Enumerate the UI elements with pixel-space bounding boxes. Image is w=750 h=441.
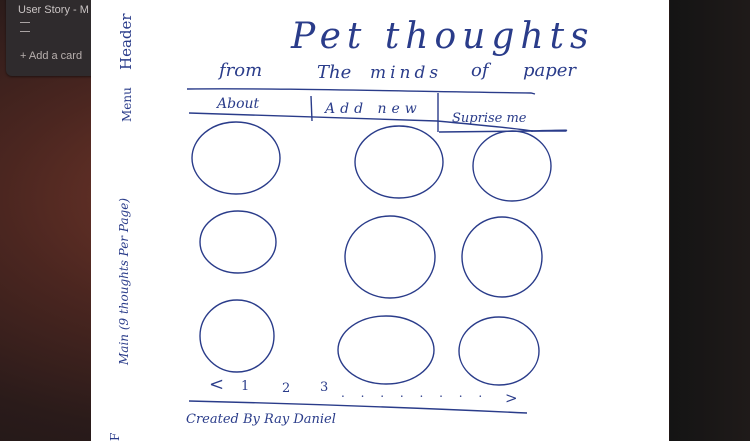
thought-circle bbox=[344, 215, 436, 299]
annotation-footer-mark: F bbox=[108, 433, 122, 441]
thought-circle bbox=[199, 299, 275, 373]
nav-item-surprise-me: Suprise me bbox=[452, 111, 527, 126]
pagination-page: 1 bbox=[241, 379, 249, 394]
pagination-prev: < bbox=[209, 374, 224, 395]
add-card-button[interactable]: + Add a card bbox=[20, 50, 83, 62]
pagination-page: 2 bbox=[282, 381, 290, 396]
pagination-ellipsis: . . . . . . . . bbox=[341, 386, 488, 400]
annotation-main: Main (9 thoughts Per Page) bbox=[117, 198, 131, 366]
annotation-header: Header bbox=[117, 13, 135, 70]
thought-circle bbox=[337, 315, 435, 385]
add-card-label: Add a card bbox=[28, 50, 83, 62]
subtitle-word: The bbox=[317, 62, 351, 83]
thought-circle bbox=[354, 125, 444, 199]
pagination-page: 3 bbox=[320, 380, 328, 395]
footer-divider bbox=[188, 400, 528, 414]
footer-credit: Created By Ray Daniel bbox=[186, 412, 336, 427]
thought-circle bbox=[191, 121, 281, 195]
pagination-next: > bbox=[505, 389, 518, 407]
description-icon bbox=[20, 22, 30, 32]
thought-circle bbox=[199, 210, 277, 274]
nav-bar-sketch bbox=[186, 88, 567, 133]
sketch-title: Pet thoughts bbox=[290, 16, 595, 57]
right-background bbox=[670, 0, 750, 441]
thought-circle bbox=[472, 130, 552, 202]
thought-circle bbox=[458, 316, 540, 386]
thought-grid bbox=[191, 121, 552, 386]
annotation-menu: Menu bbox=[120, 87, 134, 122]
sketch-canvas: Header Menu Main (9 thoughts Per Page) F… bbox=[108, 13, 595, 441]
card-title: User Story - M bbox=[18, 4, 89, 16]
subtitle-word: of bbox=[471, 60, 492, 81]
subtitle-word: minds bbox=[370, 63, 442, 83]
nav-item-about: About bbox=[215, 96, 260, 112]
sketch-image: Header Menu Main (9 thoughts Per Page) F… bbox=[91, 0, 669, 441]
nav-item-add-new: Add new bbox=[323, 101, 422, 117]
subtitle-word: from bbox=[217, 60, 262, 81]
subtitle-word: paper bbox=[523, 60, 577, 81]
thought-circle bbox=[461, 216, 543, 298]
